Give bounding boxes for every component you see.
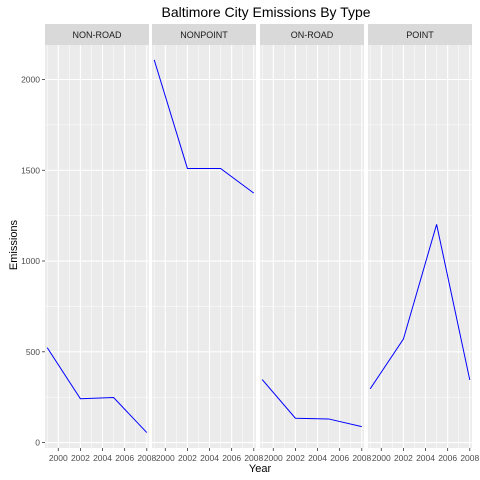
panel-background <box>45 45 149 448</box>
facet-strip-label: NON-ROAD <box>73 30 122 40</box>
series-line-nonpoint <box>153 59 255 194</box>
x-tick-label: 2008 <box>137 453 156 463</box>
facet-strip-label: ON-ROAD <box>291 30 334 40</box>
x-tick-label: 2002 <box>286 453 305 463</box>
y-tick-label: 0 <box>35 438 40 448</box>
facet-panel-non-road: NON-ROAD 2000 2002 2004 2006 2008 <box>45 24 157 463</box>
facet-panel-nonpoint: NONPOINT 2000 2002 2004 2006 2008 <box>152 24 264 463</box>
x-axis-title: Year <box>249 463 272 475</box>
y-tick-label: 500 <box>26 347 40 357</box>
y-axis: 0 500 1000 1500 2000 <box>21 74 45 448</box>
x-tick-label: 2002 <box>71 453 90 463</box>
series-line-point <box>369 224 471 390</box>
chart-title: Baltimore City Emissions By Type <box>161 4 370 20</box>
series-line-on-road <box>261 379 362 428</box>
panel-background <box>260 45 364 448</box>
x-tick-label: 2008 <box>460 453 479 463</box>
facet-strip-label: POINT <box>406 30 434 40</box>
x-tick-label: 2000 <box>156 453 175 463</box>
x-tick-label: 2008 <box>244 453 263 463</box>
facet-strip-label: NONPOINT <box>180 30 228 40</box>
x-tick-label: 2004 <box>93 453 112 463</box>
y-axis-title: Emissions <box>8 219 20 270</box>
x-tick-label: 2000 <box>49 453 68 463</box>
x-tick-label: 2008 <box>352 453 371 463</box>
x-tick-label: 2004 <box>416 453 435 463</box>
panel-background <box>368 45 472 448</box>
x-tick-label: 2002 <box>178 453 197 463</box>
y-tick-label: 1000 <box>21 256 40 266</box>
y-tick-label: 2000 <box>21 74 40 84</box>
x-tick-label: 2006 <box>222 453 241 463</box>
y-tick-label: 1500 <box>21 165 40 175</box>
x-tick-label: 2000 <box>264 453 283 463</box>
facet-strip <box>152 24 256 45</box>
x-tick-label: 2006 <box>438 453 457 463</box>
facet-strip <box>45 24 149 45</box>
x-tick-label: 2006 <box>115 453 134 463</box>
panel-background <box>152 45 256 448</box>
facet-strip <box>368 24 472 45</box>
series-line-non-road <box>46 347 148 433</box>
x-tick-label: 2006 <box>330 453 349 463</box>
x-tick-label: 2004 <box>308 453 327 463</box>
facet-panel-point: POINT 2000 2002 2004 2006 2008 <box>368 24 480 463</box>
x-tick-label: 2002 <box>394 453 413 463</box>
facet-strip <box>260 24 364 45</box>
x-tick-label: 2000 <box>372 453 391 463</box>
facet-panel-on-road: ON-ROAD 2000 2002 2004 2006 2008 <box>260 24 372 463</box>
x-tick-label: 2004 <box>200 453 219 463</box>
